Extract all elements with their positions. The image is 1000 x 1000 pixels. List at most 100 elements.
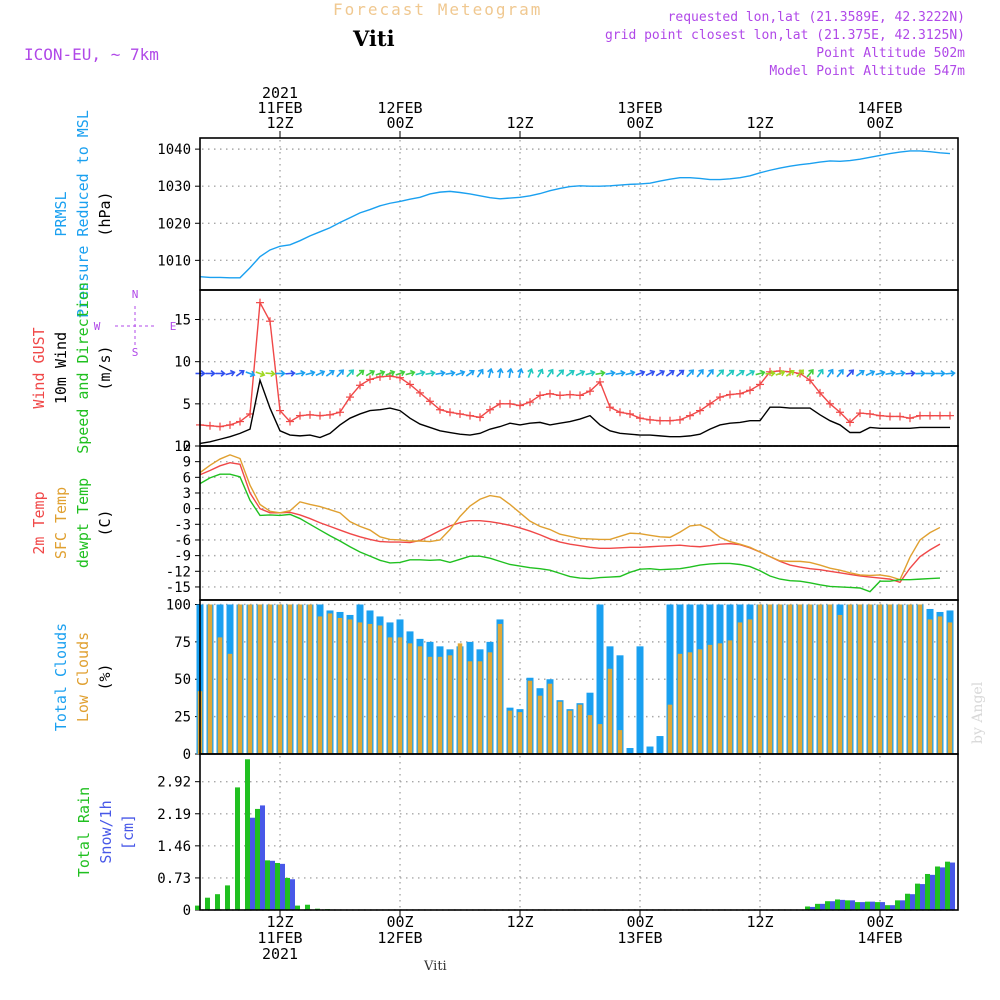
bar (195, 905, 200, 910)
wind-arrow (336, 369, 344, 378)
bar (697, 649, 703, 754)
bar (687, 652, 693, 754)
wind-arrow (615, 371, 625, 376)
bar (885, 905, 890, 910)
series-line (199, 300, 950, 428)
wind-arrow (225, 371, 235, 376)
y-tick-label: 15 (174, 313, 191, 329)
y-tick-label: 50 (174, 672, 191, 688)
bar (847, 604, 853, 754)
time-label-bottom: 14FEB (857, 929, 902, 947)
bar (717, 643, 723, 754)
time-label-top: 00Z (866, 114, 893, 132)
bar (810, 906, 815, 910)
wind-arrow (686, 369, 694, 378)
wind-arrow-head (496, 367, 504, 374)
wind-arrow (865, 370, 875, 377)
time-label-top: 11FEB (257, 99, 302, 117)
wind-arrow (735, 370, 745, 377)
wind-arrow-head (728, 369, 735, 376)
y-tick-label: 2.19 (157, 807, 191, 823)
y-tick-label: 1020 (157, 216, 191, 232)
panel-label: dewpt Temp (74, 478, 92, 568)
wind-arrow (665, 370, 675, 377)
wind-arrow (875, 371, 885, 376)
bar (797, 604, 803, 754)
wind-arrow-head (569, 369, 575, 376)
wind-arrow-head (558, 369, 565, 375)
bar (937, 616, 943, 754)
wind-arrow-head (450, 369, 456, 377)
credit-label: by Angel (970, 681, 986, 744)
wind-arrow (635, 371, 645, 376)
panel-frame (199, 753, 959, 911)
wind-arrow-head (220, 370, 226, 377)
panel-label: Total Clouds (52, 623, 70, 731)
bar (895, 900, 900, 910)
bar (377, 625, 383, 754)
wind-arrow-head (329, 369, 335, 376)
bar (636, 646, 644, 754)
time-label-top: 00Z (386, 114, 413, 132)
bar (616, 655, 624, 754)
wind-arrow-head (688, 369, 695, 375)
bar (487, 652, 493, 754)
wind-arrow (905, 372, 915, 375)
wind-arrow-head (419, 369, 426, 377)
y-tick-label: 3 (183, 486, 191, 502)
bar (875, 902, 880, 910)
time-label-bottom: 13FEB (617, 929, 662, 947)
y-tick-label: -9 (174, 549, 191, 565)
wind-arrow (755, 371, 765, 376)
bar (940, 867, 945, 910)
wind-arrow-head (708, 369, 714, 375)
y-tick-label: 0 (183, 439, 191, 455)
wind-arrow (425, 371, 435, 376)
wind-arrow-head (430, 369, 436, 377)
wind-arrow-head (838, 369, 844, 375)
model-label: ICON-EU, ~ 7km (24, 45, 159, 64)
bar (407, 643, 413, 754)
wind-arrow-head (869, 369, 876, 376)
y-tick-label: 9 (183, 455, 191, 471)
y-tick-label: 0 (183, 747, 191, 763)
bar (626, 748, 634, 754)
bar (747, 619, 753, 754)
series-line (199, 377, 950, 445)
wind-arrow (726, 369, 734, 377)
wind-arrow (476, 369, 484, 378)
y-tick-label: 0 (183, 502, 191, 518)
time-label-top: 2021 (262, 84, 298, 102)
wind-arrow-head (300, 369, 306, 377)
y-tick-label: 0 (183, 903, 191, 919)
y-tick-label: 1040 (157, 142, 191, 158)
bar (397, 637, 403, 754)
time-label-bottom: 00Z (626, 913, 653, 931)
bar (250, 817, 255, 910)
bar (917, 604, 923, 754)
bar (907, 604, 913, 754)
wind-arrow-head (789, 369, 795, 376)
y-tick-label: 100 (166, 597, 191, 613)
bar (417, 646, 423, 754)
wind-arrow (855, 370, 865, 377)
panel-label: (hPa) (96, 191, 114, 236)
bar (787, 604, 793, 754)
y-tick-label: 25 (174, 710, 191, 726)
bar (207, 604, 213, 754)
wind-arrow-head (459, 369, 466, 377)
time-label-bottom: 12Z (266, 913, 293, 931)
time-label-bottom: 11FEB (257, 929, 302, 947)
bar (447, 655, 453, 754)
wind-arrow-head (409, 369, 416, 377)
bar (607, 668, 613, 754)
y-tick-label: 6 (183, 470, 191, 486)
wind-arrow-head (579, 369, 586, 376)
time-label-top: 00Z (626, 114, 653, 132)
bar (927, 619, 933, 754)
station-name: Viti (353, 26, 395, 51)
wind-arrow-head (808, 369, 814, 375)
wind-arrow-head (818, 368, 824, 375)
panel-label: Total Rain (75, 787, 93, 877)
